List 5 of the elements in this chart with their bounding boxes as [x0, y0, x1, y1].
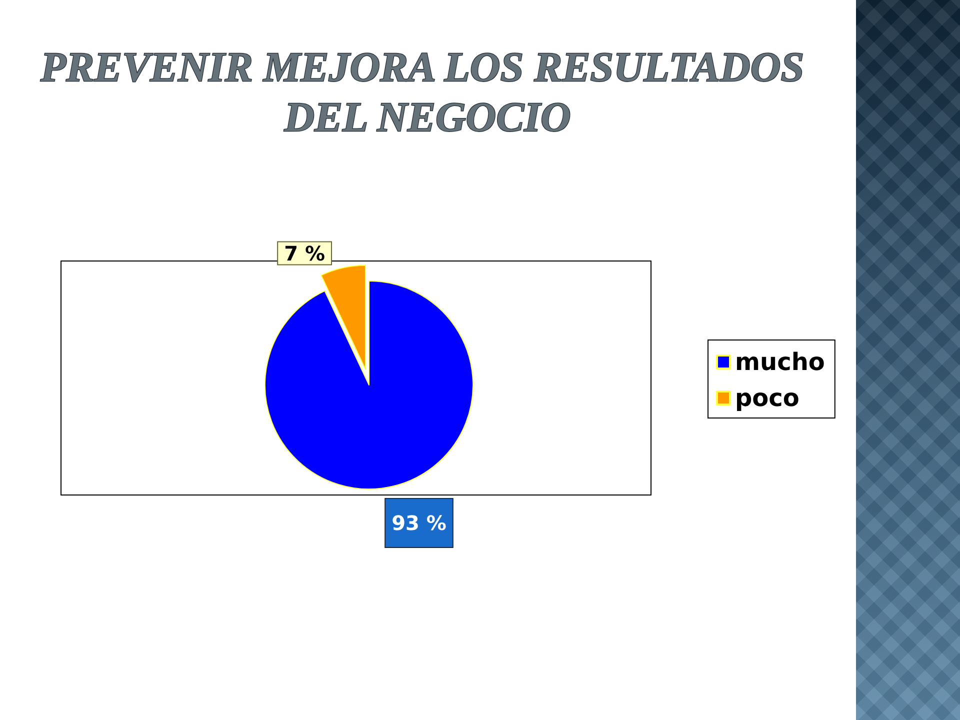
legend-label: poco — [735, 384, 800, 412]
data-label: 7 % — [284, 241, 326, 266]
legend-label: mucho — [735, 348, 825, 376]
chart-title: PREVENIR MEJORA LOS RESULTADOS DEL NEGOCIO — [39, 45, 815, 141]
data-label: 93 % — [392, 511, 446, 535]
